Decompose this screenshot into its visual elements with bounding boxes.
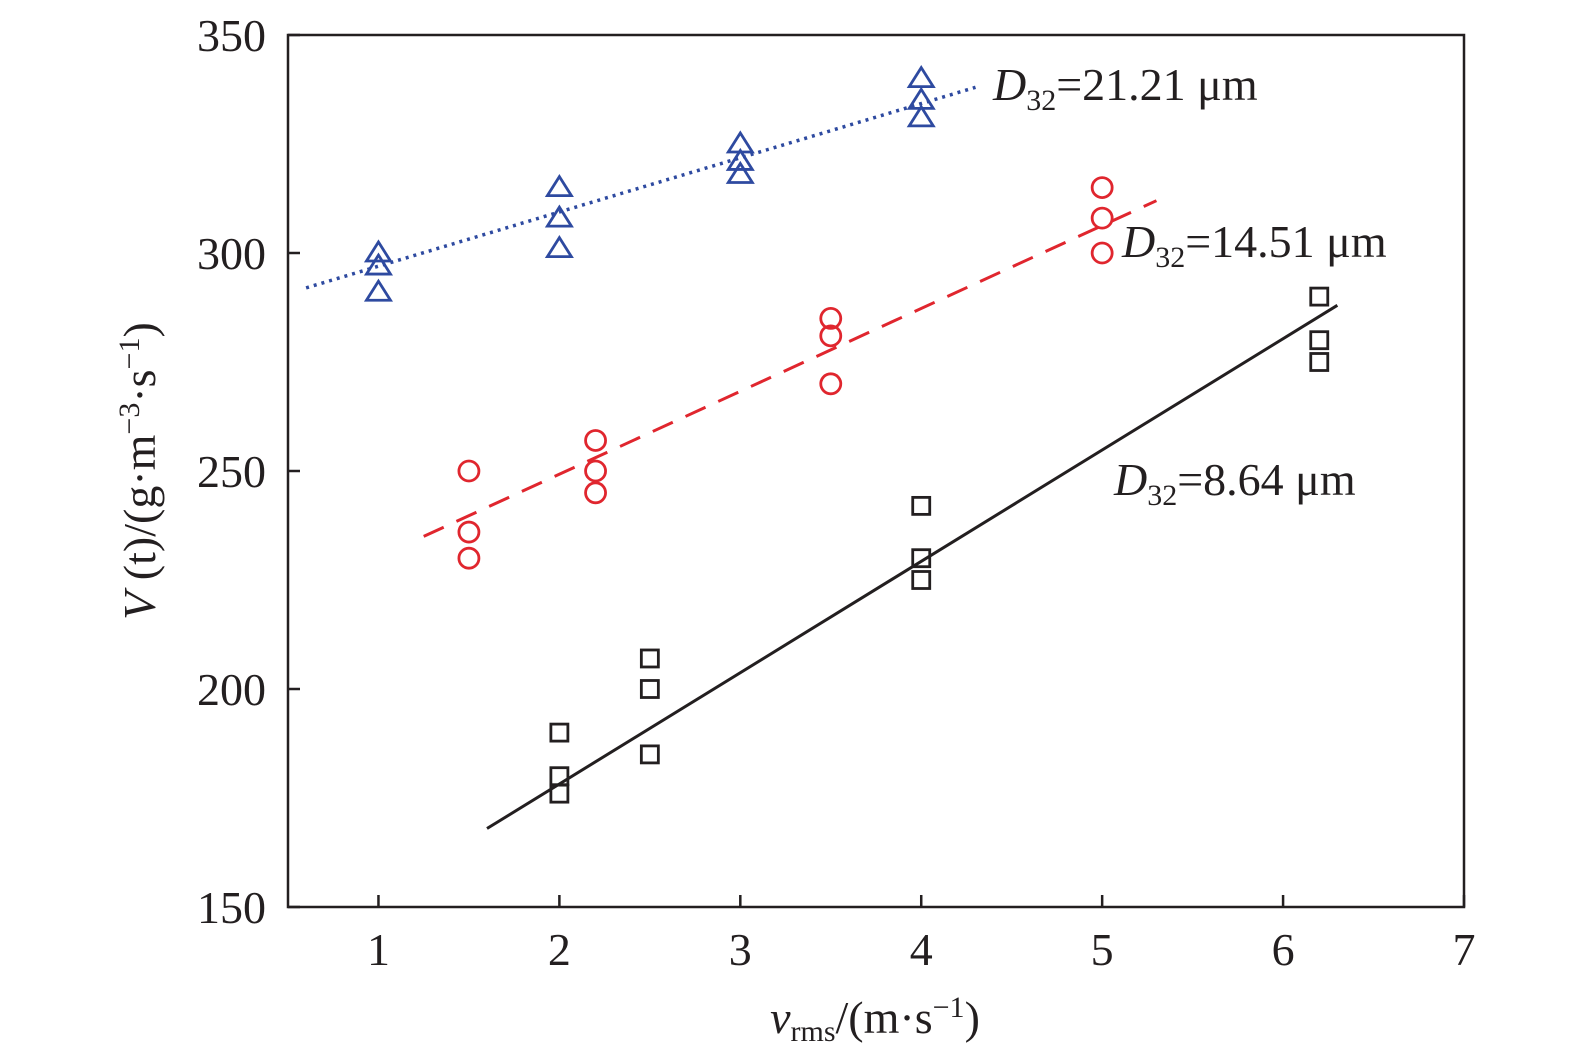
x-tick-label: 7: [1453, 924, 1476, 975]
x-tick-label: 2: [548, 924, 571, 975]
x-tick-label: 1: [367, 924, 390, 975]
circle-marker: [1090, 206, 1114, 230]
x-tick-label: 3: [729, 924, 752, 975]
triangle-marker: [544, 204, 574, 228]
fit-line-triangle: [305, 85, 977, 290]
circle-marker: [457, 546, 481, 570]
x-tick-label: 6: [1272, 924, 1295, 975]
square-marker: [549, 783, 570, 804]
triangle-marker: [363, 252, 394, 276]
triangle-marker: [725, 147, 755, 171]
y-tick-label: 200: [197, 664, 266, 715]
series-label-8um: D32=8.64 μm: [1113, 454, 1356, 512]
square-marker: [549, 766, 570, 787]
circle-marker: [584, 481, 607, 505]
circle-marker: [819, 324, 843, 348]
x-tick-label: 5: [1091, 924, 1114, 975]
triangle-marker: [906, 64, 936, 88]
square-marker: [1309, 286, 1330, 307]
y-axis-label: V (t)/(g·m−3·s−1): [113, 322, 165, 620]
x-tick-label: 4: [910, 924, 933, 975]
square-marker: [639, 648, 660, 669]
circle-marker: [819, 372, 843, 396]
square-marker: [1309, 352, 1330, 372]
triangle-marker: [544, 235, 574, 259]
y-tick-label: 250: [197, 446, 266, 497]
circle-marker: [584, 459, 607, 483]
series-label-21um: D32=21.21 μm: [992, 59, 1258, 117]
square-marker: [911, 548, 932, 569]
square-marker: [1309, 330, 1330, 351]
circle-marker: [819, 306, 843, 330]
circle-marker: [1090, 176, 1114, 200]
series-label-14um: D32=14.51 μm: [1121, 216, 1387, 274]
circle-marker: [584, 429, 607, 452]
circle-marker: [1090, 241, 1114, 265]
x-axis-label: vrms/(m·s−1): [770, 991, 980, 1048]
triangle-marker: [363, 239, 394, 263]
fit-line-circle: [423, 199, 1158, 538]
y-tick-label: 150: [197, 882, 266, 933]
triangle-marker: [906, 104, 936, 128]
triangle-marker: [363, 278, 394, 302]
circle-marker: [457, 459, 481, 483]
square-marker: [911, 570, 932, 590]
triangle-marker: [725, 160, 755, 184]
square-marker: [911, 495, 932, 516]
circle-marker: [457, 520, 481, 544]
y-tick-label: 350: [197, 10, 266, 61]
square-marker: [639, 744, 660, 765]
square-marker: [639, 679, 660, 699]
y-tick-label: 300: [197, 228, 266, 279]
triangle-marker: [544, 173, 574, 198]
square-marker: [549, 722, 570, 743]
